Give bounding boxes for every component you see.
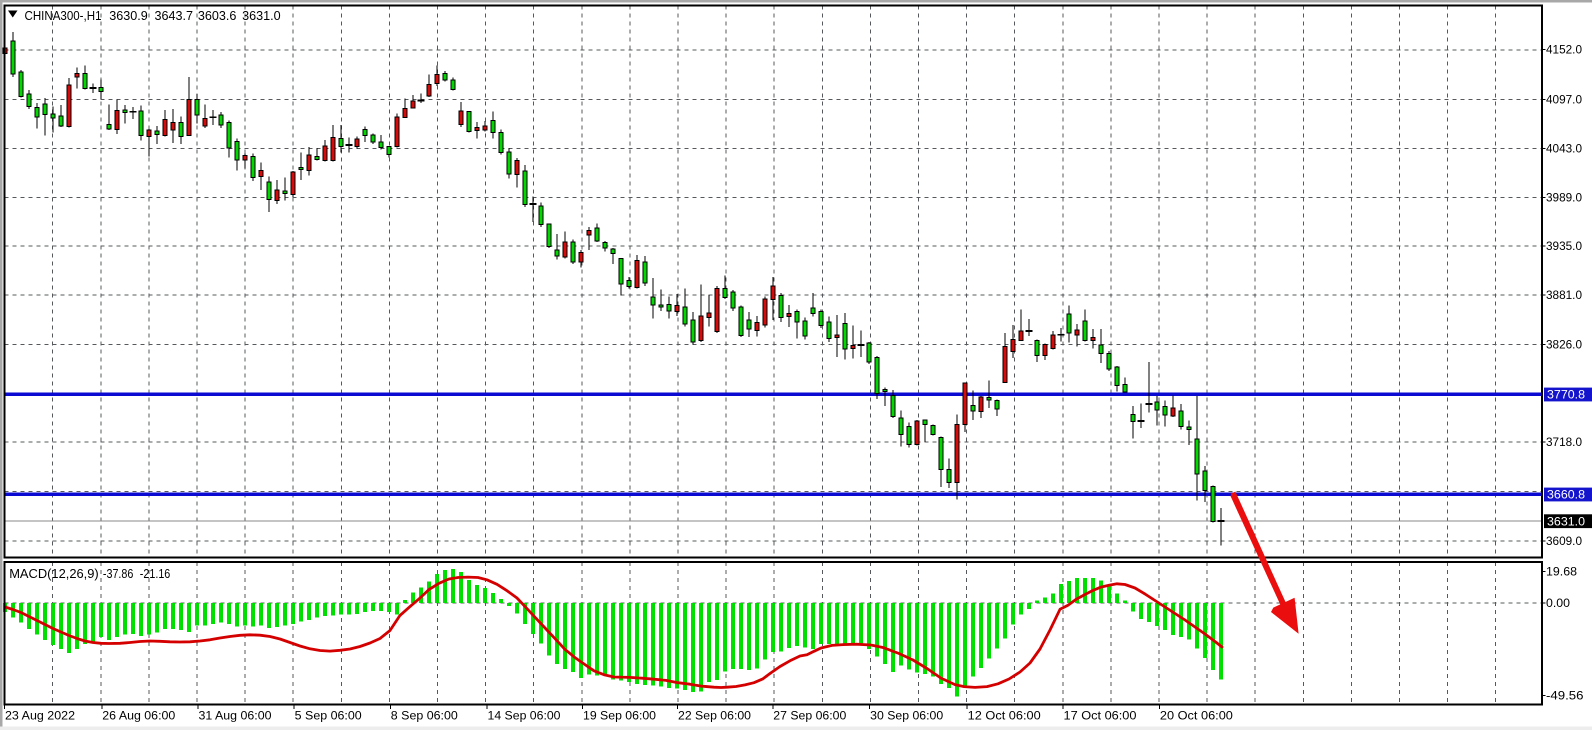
- svg-text:30 Sep 06:00: 30 Sep 06:00: [870, 711, 943, 723]
- svg-text:3631.0: 3631.0: [242, 8, 281, 23]
- svg-text:4097.0: 4097.0: [1546, 94, 1582, 106]
- svg-text:3631.0: 3631.0: [1547, 516, 1585, 528]
- svg-text:12 Oct 06:00: 12 Oct 06:00: [968, 711, 1041, 723]
- svg-text:17 Oct 06:00: 17 Oct 06:00: [1064, 711, 1137, 723]
- svg-text:-49.56: -49.56: [1546, 690, 1584, 702]
- svg-text:3881.0: 3881.0: [1546, 290, 1582, 302]
- svg-text:8 Sep 06:00: 8 Sep 06:00: [391, 711, 458, 723]
- svg-text:0.00: 0.00: [1546, 598, 1570, 610]
- svg-text:3603.6: 3603.6: [198, 8, 237, 23]
- svg-text:3770.8: 3770.8: [1547, 390, 1585, 402]
- svg-text:3630.9: 3630.9: [109, 8, 148, 23]
- svg-text:4043.0: 4043.0: [1546, 144, 1582, 156]
- svg-text:CHINA300-,H1: CHINA300-,H1: [25, 8, 102, 23]
- svg-text:3660.8: 3660.8: [1547, 490, 1585, 502]
- svg-text:23 Aug 2022: 23 Aug 2022: [5, 711, 75, 723]
- svg-text:22 Sep 06:00: 22 Sep 06:00: [678, 711, 751, 723]
- svg-text:27 Sep 06:00: 27 Sep 06:00: [773, 711, 846, 723]
- svg-text:3935.0: 3935.0: [1546, 241, 1582, 253]
- svg-text:MACD(12,26,9): MACD(12,26,9): [9, 566, 99, 581]
- svg-text:-37.86: -37.86: [103, 566, 133, 581]
- svg-text:3826.0: 3826.0: [1546, 340, 1582, 352]
- svg-text:14 Sep 06:00: 14 Sep 06:00: [488, 711, 561, 723]
- svg-text:19 Sep 06:00: 19 Sep 06:00: [583, 711, 656, 723]
- svg-text:3643.7: 3643.7: [155, 8, 194, 23]
- svg-text:5 Sep 06:00: 5 Sep 06:00: [295, 711, 362, 723]
- svg-text:20 Oct 06:00: 20 Oct 06:00: [1160, 711, 1233, 723]
- svg-text:3609.0: 3609.0: [1546, 536, 1582, 548]
- svg-text:-21.16: -21.16: [140, 566, 171, 581]
- svg-text:3989.0: 3989.0: [1546, 192, 1582, 204]
- svg-text:19.68: 19.68: [1546, 566, 1577, 578]
- svg-text:4152.0: 4152.0: [1546, 45, 1582, 57]
- svg-text:31 Aug 06:00: 31 Aug 06:00: [199, 711, 272, 723]
- svg-text:3718.0: 3718.0: [1546, 437, 1582, 449]
- svg-text:26 Aug 06:00: 26 Aug 06:00: [102, 711, 175, 723]
